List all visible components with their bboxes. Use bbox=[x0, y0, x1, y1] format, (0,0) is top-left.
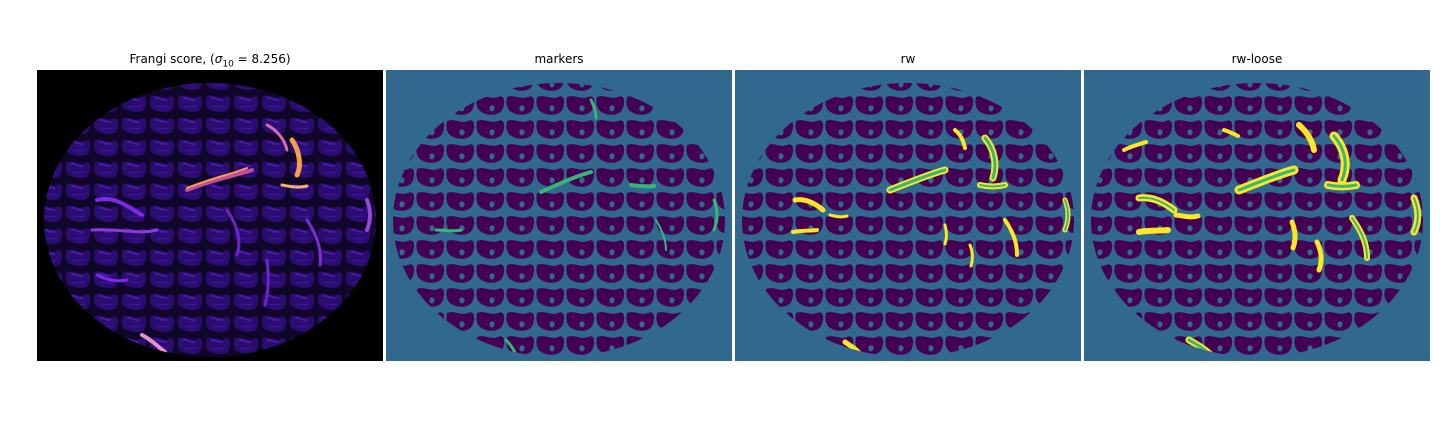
markers-image bbox=[386, 70, 732, 361]
panel-title-markers: markers bbox=[534, 52, 584, 66]
markers-svg bbox=[386, 70, 732, 361]
rw-loose-svg bbox=[1084, 70, 1430, 361]
panel-title-rw-loose: rw-loose bbox=[1231, 52, 1283, 66]
title-prefix: Frangi score, ( bbox=[129, 52, 215, 66]
rw-loose-image bbox=[1084, 70, 1430, 361]
panel-title-rw: rw bbox=[900, 52, 916, 66]
frangi-image bbox=[37, 70, 383, 361]
title-suffix: = 8.256) bbox=[233, 52, 291, 66]
rw-image bbox=[735, 70, 1081, 361]
title-math-sigma: σ bbox=[214, 52, 223, 66]
panel-title-frangi: Frangi score, (σ10 = 8.256) bbox=[37, 52, 383, 72]
frangi-svg bbox=[37, 70, 383, 361]
title-subscript: 10 bbox=[222, 59, 234, 70]
rw-svg bbox=[735, 70, 1081, 361]
